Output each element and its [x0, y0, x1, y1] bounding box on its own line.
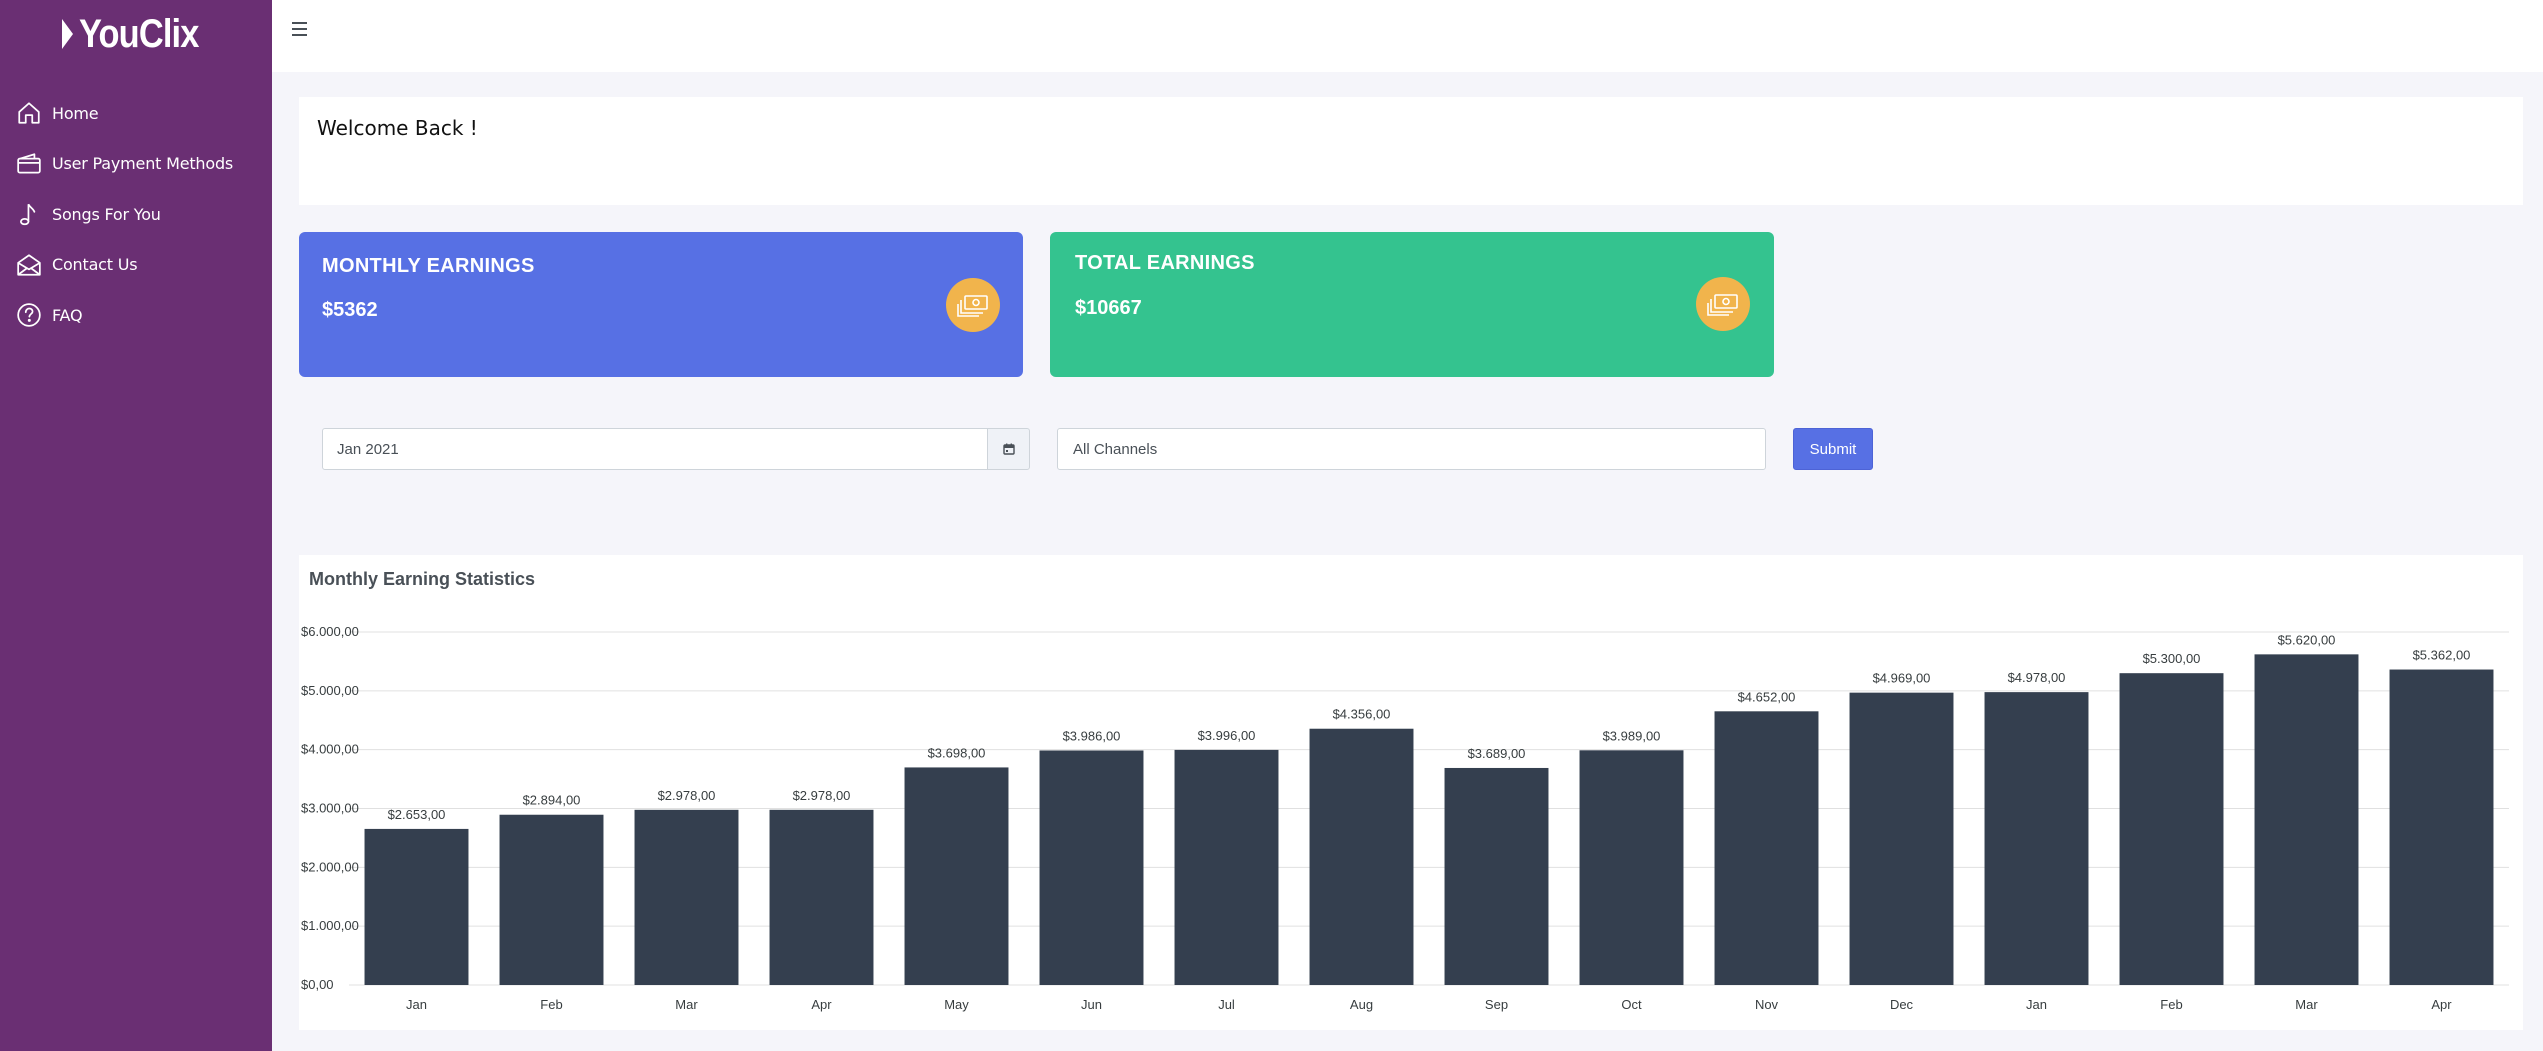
bar	[769, 809, 874, 985]
channel-select[interactable]: All Channels	[1057, 428, 1766, 470]
wallet-icon	[17, 153, 41, 174]
sidebar-item-label: Songs For You	[52, 204, 161, 224]
bar	[1039, 750, 1144, 985]
sidebar-nav: Home User Payment Methods Songs For You …	[0, 88, 272, 341]
sidebar-item-label: User Payment Methods	[52, 154, 234, 174]
card-value: $5362	[322, 299, 378, 321]
x-tick-label: Aug	[1350, 997, 1373, 1012]
earnings-bar-chart: $0,00 $1.000,00 $2.000,00 $3.000,00 $4.000,0…	[301, 624, 2509, 1012]
x-tick-label: Oct	[1621, 997, 1642, 1012]
sidebar-item-faq[interactable]: FAQ	[0, 290, 272, 341]
x-tick-label: May	[944, 997, 969, 1012]
bar	[1849, 692, 1954, 985]
bar	[2254, 654, 2359, 985]
sidebar-item-home[interactable]: Home	[0, 88, 272, 139]
x-tick-label: Sep	[1485, 997, 1508, 1012]
card-value: $10667	[1075, 297, 1142, 319]
sidebar-item-contact[interactable]: Contact Us	[0, 240, 272, 291]
bar	[2389, 669, 2494, 985]
x-tick-label: Mar	[2295, 997, 2318, 1012]
y-tick-label: $6.000,00	[301, 624, 359, 639]
sidebar-item-songs[interactable]: Songs For You	[0, 189, 272, 240]
y-tick-label: $4.000,00	[301, 742, 359, 757]
data-label: $2.978,00	[793, 788, 851, 803]
data-label: $4.356,00	[1333, 707, 1391, 722]
y-tick-label: $5.000,00	[301, 683, 359, 698]
data-label: $3.996,00	[1198, 728, 1256, 743]
data-label: $2.894,00	[523, 793, 581, 808]
data-label: $3.698,00	[928, 745, 986, 760]
data-label: $2.978,00	[658, 788, 716, 803]
x-tick-label: Dec	[1890, 997, 1914, 1012]
bar	[904, 767, 1009, 985]
data-label: $3.689,00	[1468, 746, 1526, 761]
bar	[1444, 767, 1549, 985]
brand-name: YouClix	[79, 11, 199, 56]
money-icon	[946, 278, 1000, 332]
submit-button[interactable]: Submit	[1793, 428, 1873, 470]
card-title: MONTHLY EARNINGS	[322, 255, 535, 277]
money-icon	[1696, 277, 1750, 331]
x-tick-label: Nov	[1755, 997, 1779, 1012]
x-tick-label: Mar	[675, 997, 698, 1012]
x-tick-label: Apr	[811, 997, 832, 1012]
data-label: $3.989,00	[1603, 728, 1661, 743]
bar	[1309, 728, 1414, 985]
x-tick-label: Apr	[2431, 997, 2452, 1012]
data-label: $5.620,00	[2278, 632, 2336, 647]
x-tick-label: Feb	[540, 997, 562, 1012]
calendar-icon	[1002, 443, 1015, 455]
card-title: TOTAL EARNINGS	[1075, 252, 1255, 274]
data-label: $5.300,00	[2143, 651, 2201, 666]
question-circle-icon	[17, 303, 41, 327]
bar	[1174, 749, 1279, 985]
welcome-text: Welcome Back !	[317, 116, 478, 140]
total-earnings-card: TOTAL EARNINGS $10667	[1050, 232, 1774, 377]
brand-logo[interactable]: YouClix	[62, 10, 218, 58]
bar	[1579, 750, 1684, 985]
bar	[2119, 673, 2224, 985]
mail-open-icon	[17, 254, 41, 276]
chart-title: Monthly Earning Statistics	[309, 569, 536, 589]
x-tick-label: Jan	[2026, 997, 2047, 1012]
calendar-button[interactable]	[987, 428, 1030, 470]
music-note-icon	[20, 204, 36, 226]
bar	[499, 814, 604, 985]
bar	[1984, 692, 2089, 985]
data-label: $2.653,00	[388, 807, 446, 822]
x-tick-label: Jul	[1218, 997, 1235, 1012]
month-picker-input[interactable]: Jan 2021	[322, 428, 988, 470]
y-tick-label: $0,00	[301, 977, 334, 992]
y-tick-label: $3.000,00	[301, 801, 359, 816]
sidebar: YouClix Home User Payment Methods Songs …	[0, 0, 272, 1051]
welcome-panel: Welcome Back !	[299, 97, 2523, 205]
monthly-earnings-card: MONTHLY EARNINGS $5362	[299, 232, 1023, 377]
sidebar-item-label: Home	[52, 103, 99, 123]
data-label: $4.978,00	[2008, 670, 2066, 685]
bar	[364, 828, 469, 985]
x-tick-label: Jun	[1081, 997, 1102, 1012]
earning-statistics-card: Monthly Earning Statistics $0,00 $1.000,0…	[299, 555, 2523, 1030]
sidebar-item-payment-methods[interactable]: User Payment Methods	[0, 139, 272, 190]
x-tick-label: Jan	[406, 997, 427, 1012]
sidebar-item-label: Contact Us	[52, 255, 138, 275]
sidebar-item-label: FAQ	[52, 305, 83, 325]
play-icon	[62, 19, 73, 49]
data-label: $3.986,00	[1063, 728, 1121, 743]
home-icon	[18, 102, 40, 124]
bar	[1714, 711, 1819, 985]
y-tick-label: $1.000,00	[301, 918, 359, 933]
top-bar	[272, 0, 2543, 72]
bar	[634, 809, 739, 985]
data-label: $5.362,00	[2413, 648, 2471, 663]
data-label: $4.969,00	[1873, 671, 1931, 686]
data-label: $4.652,00	[1738, 689, 1796, 704]
x-tick-label: Feb	[2160, 997, 2182, 1012]
menu-toggle-icon[interactable]	[292, 22, 312, 42]
y-tick-label: $2.000,00	[301, 859, 359, 874]
